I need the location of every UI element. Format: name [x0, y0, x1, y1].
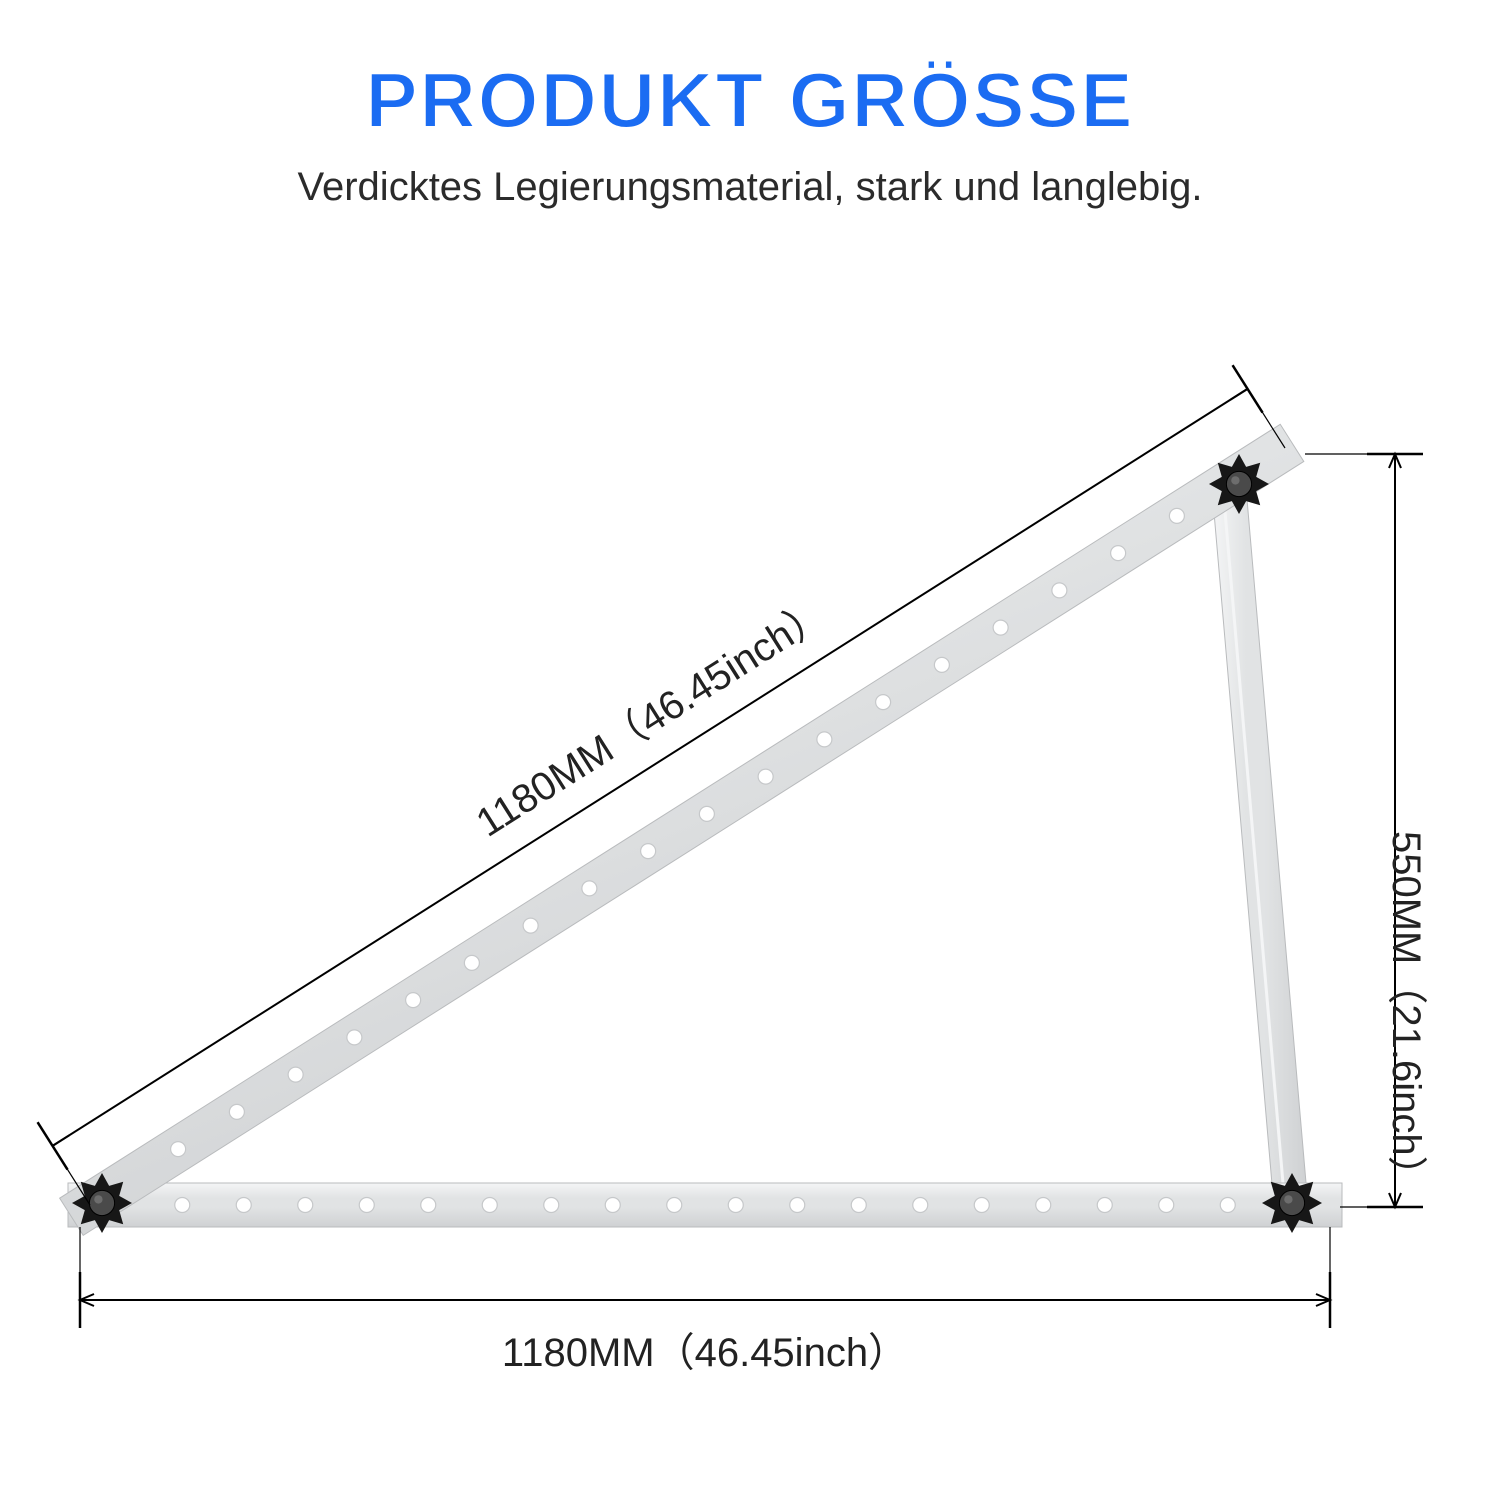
strut-bar	[1213, 499, 1307, 1197]
mounting-hole	[236, 1198, 251, 1213]
mounting-hole	[288, 1067, 303, 1082]
mounting-hole	[347, 1030, 362, 1045]
mounting-hole	[1111, 546, 1126, 561]
mounting-hole	[523, 918, 538, 933]
mounting-hole	[421, 1198, 436, 1213]
mounting-hole	[175, 1198, 190, 1213]
mounting-hole	[544, 1198, 559, 1213]
mounting-hole	[699, 806, 714, 821]
mounting-hole	[728, 1198, 743, 1213]
bracket-diagram	[0, 0, 1500, 1500]
base-bar	[68, 1183, 1342, 1227]
mounting-hole	[641, 844, 656, 859]
mounting-hole	[464, 955, 479, 970]
mounting-hole	[758, 769, 773, 784]
mounting-hole	[934, 657, 949, 672]
mounting-hole	[790, 1198, 805, 1213]
mounting-hole	[817, 732, 832, 747]
mounting-hole	[482, 1198, 497, 1213]
mounting-hole	[1036, 1198, 1051, 1213]
mounting-hole	[229, 1104, 244, 1119]
mounting-hole	[1052, 583, 1067, 598]
mounting-hole	[1169, 508, 1184, 523]
dim-label-strut: 550MM（21.6inch）	[1381, 831, 1439, 1196]
dimension-line	[53, 389, 1248, 1146]
dim-label-base: 1180MM（46.45inch）	[502, 1320, 908, 1378]
mounting-hole	[993, 620, 1008, 635]
mounting-hole	[1159, 1198, 1174, 1213]
mounting-hole	[876, 695, 891, 710]
mounting-hole	[974, 1198, 989, 1213]
mounting-hole	[913, 1198, 928, 1213]
mounting-hole	[298, 1198, 313, 1213]
mounting-hole	[605, 1198, 620, 1213]
mounting-hole	[851, 1198, 866, 1213]
mounting-hole	[667, 1198, 682, 1213]
mounting-hole	[406, 993, 421, 1008]
mounting-hole	[1097, 1198, 1112, 1213]
mounting-hole	[171, 1142, 186, 1157]
mounting-hole	[582, 881, 597, 896]
mounting-hole	[359, 1198, 374, 1213]
mounting-hole	[1220, 1198, 1235, 1213]
